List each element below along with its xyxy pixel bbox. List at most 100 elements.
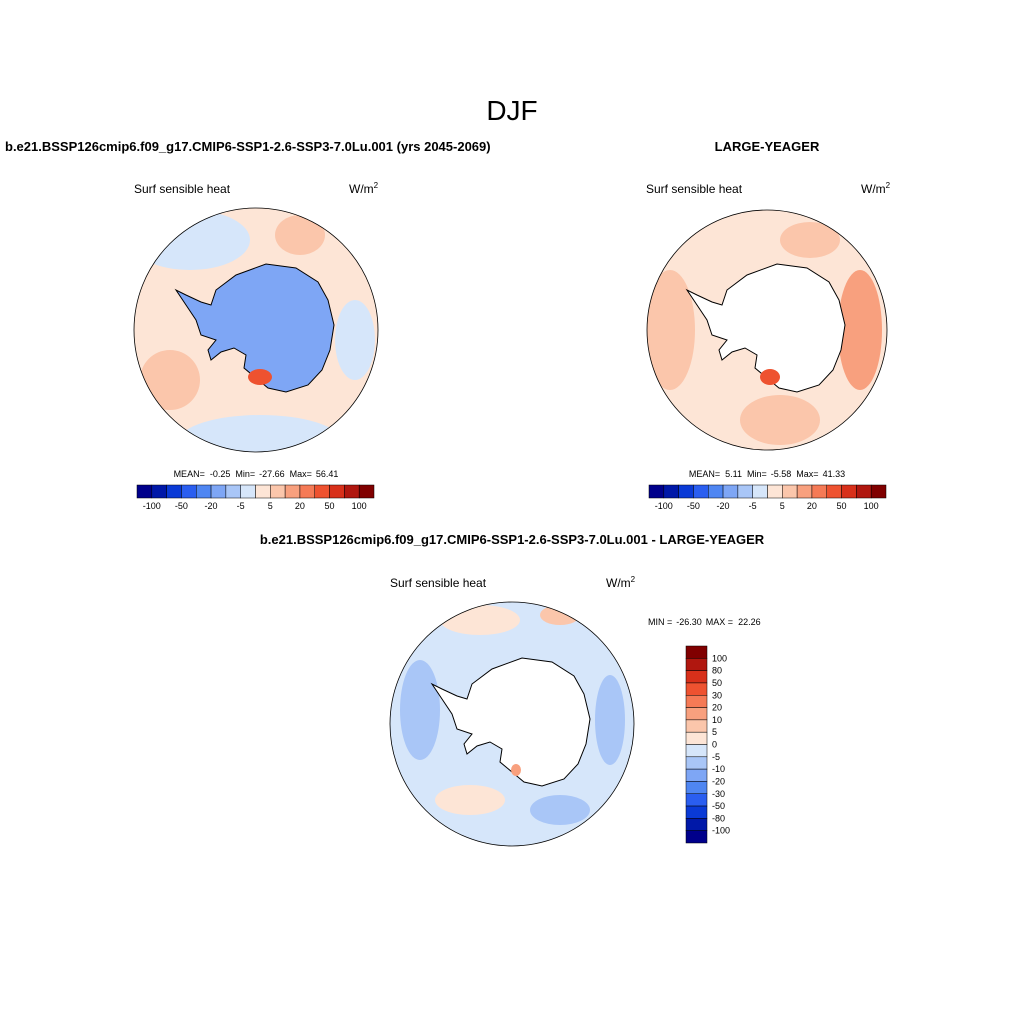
map (390, 602, 634, 846)
units-label: W/m2 (349, 181, 379, 196)
colorbar-box (693, 484, 709, 499)
colorbar-label: -50 (712, 801, 725, 811)
colorbar-box (737, 484, 753, 499)
colorbar-label: 20 (807, 501, 817, 511)
colorbar-box (270, 484, 286, 499)
variable-label: Surf sensible heat (134, 182, 231, 196)
map (647, 210, 887, 450)
colorbar-box (708, 484, 724, 499)
stat-value: 22.26 (738, 617, 761, 627)
colorbar-box (685, 744, 708, 758)
colorbar-box (685, 768, 708, 782)
map (134, 208, 378, 452)
colorbar-box (284, 484, 301, 499)
colorbar-box (181, 484, 197, 499)
colorbar-label: -50 (175, 501, 188, 511)
colorbar-box (841, 484, 857, 499)
colorbar-box (166, 484, 182, 499)
colorbar-box (358, 484, 375, 499)
stats: MEAN= -0.25 Min= -27.66 Max= 56.41 (174, 469, 339, 479)
variable-label: Surf sensible heat (390, 576, 487, 590)
colorbar-box (767, 484, 783, 499)
figure-title: DJF (486, 95, 537, 126)
colorbar-label: -20 (712, 776, 725, 786)
colorbar-box (811, 484, 827, 499)
stat-value: 41.33 (823, 469, 846, 479)
colorbar-label: -100 (143, 501, 161, 511)
colorbar-label: -5 (237, 501, 245, 511)
colorbar-box (685, 707, 708, 721)
units-label: W/m2 (861, 181, 891, 196)
stat-label: MIN = (648, 617, 672, 627)
stat-label: Max= (290, 469, 312, 479)
units-sup: 2 (374, 181, 379, 190)
colorbar-label: 50 (325, 501, 335, 511)
units: W/m (349, 182, 374, 196)
colorbar-box (796, 484, 813, 499)
colorbar-label: 5 (268, 501, 273, 511)
colorbar-box (299, 484, 315, 499)
colorbar-box (752, 484, 768, 499)
colorbar-label: -80 (712, 813, 725, 823)
stat-value: -5.58 (771, 469, 792, 479)
stats: MEAN= 5.11 Min= -5.58 Max= 41.33 (689, 469, 845, 479)
colorbar-box (856, 484, 872, 499)
colorbar-label: 50 (712, 678, 722, 688)
map-border (133, 207, 379, 453)
variable-label: Surf sensible heat (646, 182, 743, 196)
units: W/m (606, 576, 631, 590)
colorbar-box (314, 484, 330, 499)
colorbar-box (648, 484, 665, 499)
colorbar-box (685, 818, 708, 831)
colorbar-box (685, 670, 708, 684)
colorbar-box (678, 484, 694, 499)
colorbar-box (685, 830, 708, 844)
colorbar-label: 20 (712, 703, 722, 713)
panel-title: b.e21.BSSP126cmip6.f09_g17.CMIP6-SSP1-2.… (260, 532, 765, 547)
colorbar-label: -100 (655, 501, 673, 511)
map-border (646, 209, 888, 451)
colorbar-label: 50 (837, 501, 847, 511)
stat-value: 5.11 (725, 469, 742, 479)
colorbar-box (685, 645, 708, 659)
colorbar-box (136, 484, 153, 499)
stat-label: MAX = (706, 617, 733, 627)
colorbar-box (685, 805, 708, 819)
colorbar-box (225, 484, 241, 499)
colorbar-box (151, 484, 167, 499)
colorbar-label: 80 (712, 666, 722, 676)
colorbar-box (329, 484, 345, 499)
colorbar-box (685, 731, 708, 745)
colorbar-label: 5 (712, 727, 717, 737)
stat-label: MEAN= (689, 469, 720, 479)
colorbar-label: -5 (712, 752, 720, 762)
stat-value: -0.25 (210, 469, 231, 479)
units: W/m (861, 182, 886, 196)
colorbar-box (685, 793, 708, 807)
colorbar-label: 100 (352, 501, 367, 511)
colorbar-box (240, 484, 256, 499)
colorbar-box (685, 658, 708, 671)
stat-value: 56.41 (316, 469, 339, 479)
colorbar-box (782, 484, 798, 499)
colorbar-label: 0 (712, 740, 717, 750)
colorbar-box (685, 682, 708, 696)
colorbar-label: -20 (205, 501, 218, 511)
colorbar-box (870, 484, 887, 499)
stat-value: -27.66 (259, 469, 285, 479)
colorbar-label: 5 (780, 501, 785, 511)
units-sup: 2 (631, 575, 636, 584)
colorbar-label: 100 (864, 501, 879, 511)
colorbar-label: 20 (295, 501, 305, 511)
colorbar-label: -10 (712, 764, 725, 774)
colorbar-label: -50 (687, 501, 700, 511)
stat-label: Max= (796, 469, 818, 479)
colorbar-label: 10 (712, 715, 722, 725)
units-label: W/m2 (606, 575, 636, 590)
map-border (389, 601, 635, 847)
colorbar-box (685, 781, 708, 794)
stat-label: Min= (235, 469, 255, 479)
stat-label: Min= (747, 469, 767, 479)
panel-title: LARGE-YEAGER (715, 139, 820, 154)
